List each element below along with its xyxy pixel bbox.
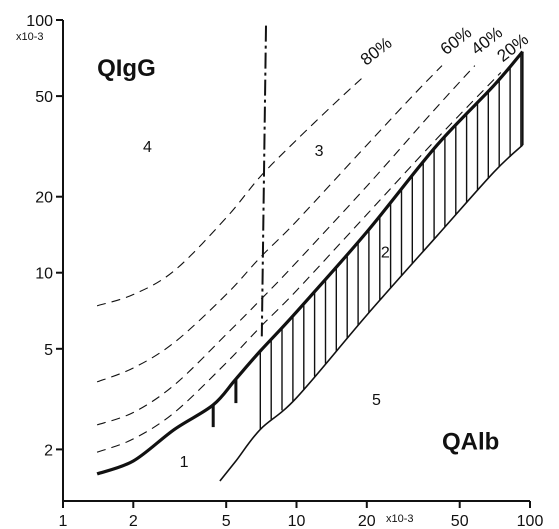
- percent-label: 60%: [437, 23, 476, 59]
- region-label: 5: [372, 392, 381, 409]
- x-tick-label: 10: [288, 513, 306, 529]
- x-tick-label: 100: [517, 513, 544, 529]
- curve-vertical-divider: [260, 25, 267, 337]
- series-layer: [96, 25, 524, 482]
- x-tick-label: 50: [451, 513, 469, 529]
- y-tick-label: 2: [44, 442, 53, 459]
- y-tick-label: 50: [35, 89, 53, 106]
- curve-upper-limit: [96, 50, 524, 476]
- x-tick-label: 20: [358, 513, 376, 529]
- x-tick-label: 2: [129, 513, 138, 529]
- y-tick-label: 20: [35, 190, 53, 207]
- axis-name-label: QAlb: [442, 428, 499, 455]
- x-tick-label: 1: [59, 513, 68, 529]
- axis-name-label: QIgG: [97, 55, 156, 82]
- region-label: 4: [143, 139, 152, 156]
- y-tick-label: 5: [44, 342, 53, 359]
- y-unit-label: x10-3: [16, 31, 44, 43]
- x-unit-label: x10-3: [386, 513, 414, 525]
- hatch-layer: [211, 51, 524, 430]
- x-tick-label: 5: [222, 513, 231, 529]
- curve-80pct: [96, 75, 365, 307]
- region-label: 1: [180, 454, 189, 471]
- tick-layer: 1 2 5 10 20 50 100 2 5 10 20 50 100: [26, 13, 543, 529]
- region-label: 3: [315, 143, 324, 160]
- curve-40pct: [96, 65, 476, 426]
- y-tick-label: 10: [35, 266, 53, 283]
- region-label: 2: [381, 244, 390, 261]
- curve-20pct: [96, 72, 502, 453]
- curve-lower-limit: [219, 144, 524, 482]
- percent-label: 80%: [357, 33, 396, 69]
- y-tick-label: 100: [26, 13, 53, 30]
